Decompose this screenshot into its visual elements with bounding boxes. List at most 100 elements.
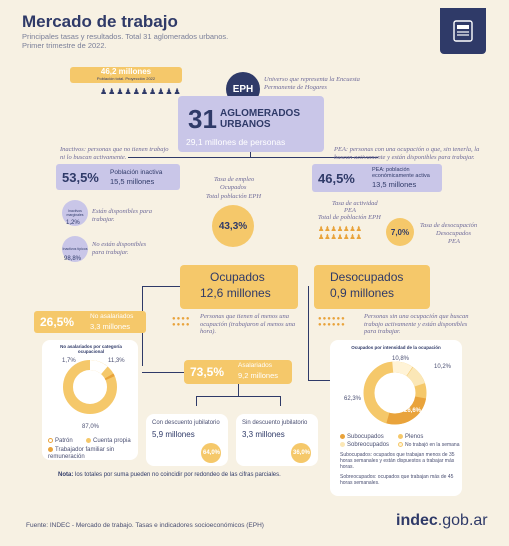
- inactive-label: Población inactiva: [110, 169, 163, 176]
- inactive-marginal-pct: 1,2%: [66, 220, 80, 226]
- inactive-typical-pct: 98,8%: [64, 256, 82, 262]
- salaried-label: Asalariados: [238, 362, 272, 369]
- intensity-card-title: Ocupados por intensidad de la ocupación: [351, 345, 441, 350]
- unemployment-rate-circle: 7,0%: [386, 218, 414, 246]
- footnote-bold: Nota:: [58, 472, 74, 478]
- legend-plenos: Plenos: [405, 434, 424, 441]
- subtitle-line-2: Primer trimestre de 2022.: [22, 41, 107, 50]
- non-salaried-pct-b: 11,3%: [108, 358, 125, 364]
- legend-cuenta-propia: Cuenta propia: [93, 438, 131, 445]
- salaried-value: 9,2 millones: [238, 371, 279, 380]
- connector-top: [128, 157, 378, 159]
- inactive-marginal-label: Inactivos marginales: [66, 209, 84, 217]
- with-discount-value: 5,9 millones: [152, 430, 195, 439]
- pea-rate-num: PEA: [344, 207, 356, 214]
- non-salaried-ribbon: [34, 311, 146, 333]
- non-salaried-legend-2: Cuenta propia: [86, 438, 131, 445]
- intensity-donut: [363, 361, 427, 425]
- employment-rate-circle: 43,3%: [212, 205, 254, 247]
- without-discount-pct: 36,0%: [293, 450, 311, 456]
- pea-label: PEA: población económicamente activa: [372, 167, 430, 179]
- page-title: Mercado de trabajo: [22, 12, 178, 31]
- intensity-legend-4: No trabajó en la semana: [398, 442, 460, 449]
- salaried-branch-h: [196, 396, 280, 398]
- aglomerados-box: [178, 96, 324, 152]
- subtitle-line-1: Principales tasas y resultados. Total 31…: [22, 32, 229, 41]
- unemployed-value: 0,9 millones: [330, 286, 395, 300]
- connector-right-down: [308, 286, 310, 380]
- connector-center: [250, 152, 252, 158]
- pea-rate-den: Total de población EPH: [318, 214, 381, 221]
- salaried-branch-r: [280, 396, 282, 406]
- unemployment-rate-title: Tasa de desocupación: [420, 222, 478, 229]
- unemployed-title: Desocupados: [330, 270, 404, 284]
- non-salaried-label: No asalariados: [90, 313, 134, 320]
- salaried-branch-c: [238, 384, 240, 396]
- unemployment-rate-num: Desocupados: [436, 230, 472, 237]
- without-discount-title: Sin descuento jubilatorio: [242, 420, 308, 426]
- non-salaried-legend-3: Trabajador familiar sin remuneración: [48, 447, 136, 461]
- brand-suffix: .gob.ar: [437, 512, 488, 529]
- eph-note: Universo que representa la Encuesta Perm…: [264, 76, 360, 91]
- non-salaried-pct-a: 1,7%: [62, 358, 76, 364]
- inactive-definition: Inactivos: personas que no tienen trabaj…: [60, 146, 169, 161]
- aglomerados-title-1: AGLOMERADOS: [220, 108, 300, 119]
- employed-value: 12,6 millones: [200, 286, 271, 300]
- legend-patron: Patrón: [55, 438, 73, 445]
- pea-value: 13,5 millones: [372, 180, 417, 189]
- intensity-pct-c: 62,3%: [344, 396, 362, 402]
- inactive-typical-note: No están disponibles para trabajar.: [92, 241, 147, 256]
- inactive-percent: 53,5%: [62, 170, 99, 185]
- employed-box: [180, 265, 298, 309]
- population-ribbon: 46,2 millones Población total. Proyecció…: [70, 67, 182, 83]
- intensity-connector: [308, 380, 330, 382]
- salaried-connector: [142, 372, 184, 374]
- inactive-marginal-note: Están disponibles para trabajar.: [92, 208, 152, 223]
- inactive-marginal-circle: Inactivos marginales: [62, 200, 88, 226]
- legend-trabajador-familiar: Trabajador familiar sin remuneración: [48, 447, 115, 461]
- legend-no-trabajo: No trabajó en la semana: [405, 442, 460, 448]
- unemployed-box: [314, 265, 430, 309]
- indec-logo-badge: [440, 8, 486, 54]
- intensity-legend-3: Sobreocupados: [340, 442, 389, 449]
- with-discount-pct: 64,0%: [203, 450, 221, 456]
- employed-note: Personas que tienen al menos una ocupaci…: [200, 313, 296, 335]
- unemployed-note: Personas sin una ocupación que buscan tr…: [364, 313, 469, 335]
- with-discount-donut: [201, 443, 221, 463]
- footnote: Nota: los totales por suma pueden no coi…: [58, 472, 281, 478]
- non-salaried-donut: [63, 360, 117, 414]
- employment-rate-num: Ocupados: [220, 184, 247, 191]
- non-salaried-card-title: No asalariados por categoría ocupacional: [60, 344, 122, 354]
- brand-logo: indec.gob.ar: [396, 512, 488, 530]
- intensity-pct-a: 10,8%: [392, 356, 410, 362]
- employed-dots: ●●●● ●●●●: [172, 316, 191, 328]
- intensity-legend-1: Subocupados: [340, 434, 384, 441]
- intensity-sub-note: Subocupados: ocupados que trabajan menos…: [340, 452, 455, 470]
- non-salaried-value: 3,3 millones: [90, 322, 131, 331]
- aglomerados-title-2: URBANOS: [220, 119, 271, 130]
- intensity-legend-2: Plenos: [398, 434, 423, 441]
- non-salaried-pct-c: 87,0%: [82, 424, 100, 430]
- footnote-text: los totales por suma pueden no coincidir…: [73, 472, 281, 478]
- pea-definition: PEA: personas con una ocupación o que, s…: [334, 146, 480, 161]
- people-icons-row: ♟♟♟♟♟♟♟♟♟♟: [100, 87, 182, 96]
- connector-left-branch: [142, 286, 180, 288]
- inactive-typical-label: Inactivos típicos: [62, 247, 88, 251]
- non-salaried-percent: 26,5%: [40, 315, 75, 329]
- population-label: Población total. Proyección 2022: [96, 76, 156, 81]
- unemployed-people-icons: ♟♟♟♟♟♟♟ ♟♟♟♟♟♟♟: [318, 226, 362, 241]
- salaried-percent: 73,5%: [190, 365, 225, 379]
- salaried-box: [184, 360, 292, 384]
- non-salaried-legend-1: Patrón: [48, 438, 73, 445]
- aglomerados-number: 31: [188, 104, 217, 134]
- population-value: 46,2 millones: [100, 67, 152, 76]
- employment-rate-title: Tasa de empleo: [214, 176, 255, 183]
- legend-subocupados: Subocupados: [347, 434, 384, 441]
- inactive-value: 15,5 millones: [110, 177, 155, 186]
- pea-percent: 46,5%: [318, 171, 355, 186]
- source-text: Fuente: INDEC - Mercado de trabajo. Tasa…: [26, 522, 264, 529]
- inactive-typical-circle: Inactivos típicos: [62, 236, 88, 262]
- pea-box: [312, 164, 442, 192]
- pea-rate-title: Tasa de actividad: [332, 200, 378, 207]
- intensity-pct-d: 26,6%: [404, 408, 422, 414]
